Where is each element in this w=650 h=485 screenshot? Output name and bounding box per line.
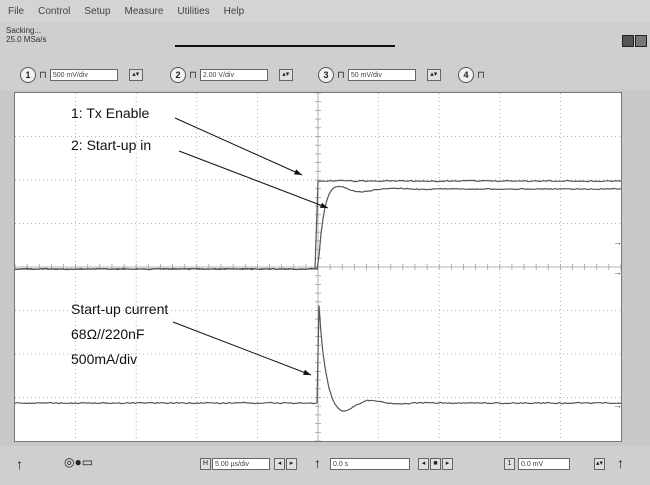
delay-right-button[interactable]: ▸ — [442, 458, 453, 470]
horizontal-button[interactable]: H — [200, 458, 211, 470]
menu-utilities[interactable]: Utilities — [177, 6, 209, 17]
channel-2-scale-field[interactable]: 2.00 V/div — [200, 69, 268, 81]
run-stop-icon[interactable]: ◎●▭ — [64, 455, 93, 469]
tx-enable-label: 1: Tx Enable — [71, 105, 149, 121]
sample-rate: 25.0 MSa/s — [6, 35, 46, 44]
restore-window-icon[interactable] — [622, 35, 634, 47]
menu-help[interactable]: Help — [224, 6, 245, 17]
arrow-startup-current — [173, 322, 311, 375]
arrow-startup-current-head — [303, 370, 311, 375]
trigger-level-stepper[interactable]: ▴▾ — [594, 458, 605, 470]
channel-3-stepper[interactable]: ▴▾ — [427, 69, 441, 81]
startup-current-label: Start-up current — [71, 301, 168, 317]
probe-icon[interactable]: ⊓ — [337, 70, 345, 81]
ref-marker-2: → — [613, 267, 621, 277]
ref-marker-1: → — [613, 237, 621, 247]
timebase-field[interactable]: 5.00 µs/div — [212, 458, 270, 470]
startup-in-label: 2: Start-up in — [71, 137, 151, 153]
channel-1-scale-field[interactable]: 500 mV/div — [50, 69, 118, 81]
arrow-tx-enable — [175, 118, 302, 175]
channel-1-stepper[interactable]: ▴▾ — [129, 69, 143, 81]
delay-field[interactable]: 0.0 s — [330, 458, 410, 470]
trigger-level-field[interactable]: 0.0 mV — [518, 458, 570, 470]
channel-3-scale-field[interactable]: 50 mV/div — [348, 69, 416, 81]
channel-1-button[interactable]: 1 — [20, 67, 36, 83]
menu-measure[interactable]: Measure — [125, 6, 164, 17]
arrow-startup-in — [179, 151, 328, 208]
arrow-startup-in-head — [320, 203, 328, 208]
waveform-display[interactable]: → → → 1: Tx Enable 2: Start-up in Start-up… — [14, 92, 622, 442]
delay-marker-icon: ↑ — [314, 455, 321, 471]
bottom-toolbar: ↑ ◎●▭ H 5.00 µs/div ◂ ▸ ↑ 0.0 s ◂ ■ ▸ 1 … — [0, 446, 650, 485]
probe-icon[interactable]: ⊓ — [39, 70, 47, 81]
channel-3-button[interactable]: 3 — [318, 67, 334, 83]
timebase-increase-button[interactable]: ▸ — [286, 458, 297, 470]
acquisition-status: Sacking... — [6, 26, 41, 35]
probe-icon[interactable]: ⊓ — [189, 70, 197, 81]
acquisition-progress — [175, 45, 395, 47]
arrow-tx-enable-head — [294, 169, 302, 175]
maximize-window-icon[interactable] — [635, 35, 647, 47]
delay-left-button[interactable]: ◂ — [418, 458, 429, 470]
timebase-decrease-button[interactable]: ◂ — [274, 458, 285, 470]
trigger-level-marker-icon[interactable]: ↑ — [617, 455, 624, 471]
channel-2-stepper[interactable]: ▴▾ — [279, 69, 293, 81]
probe-icon[interactable]: ⊓ — [477, 70, 485, 81]
trigger-channel-button[interactable]: 1 — [504, 458, 515, 470]
channel-2-controls: 2 ⊓ 2.00 V/div ▴▾ — [170, 65, 293, 85]
menu-file[interactable]: File — [8, 6, 24, 17]
menu-control[interactable]: Control — [38, 6, 70, 17]
menu-bar: File Control Setup Measure Utilities Hel… — [0, 0, 650, 23]
status-area: Sacking... 25.0 MSa/s — [0, 22, 650, 60]
channel-1-controls: 1 ⊓ 500 mV/div ▴▾ — [20, 65, 143, 85]
channel-4-button[interactable]: 4 — [458, 67, 474, 83]
current-scale-label: 500mA/div — [71, 351, 137, 367]
channel-4-controls: 4 ⊓ — [458, 65, 485, 85]
channel-2-button[interactable]: 2 — [170, 67, 186, 83]
trigger-marker-icon[interactable]: ↑ — [16, 456, 23, 472]
ref-marker-3: → — [613, 400, 621, 410]
menu-setup[interactable]: Setup — [84, 6, 110, 17]
channel-3-controls: 3 ⊓ 50 mV/div ▴▾ — [318, 65, 441, 85]
load-label: 68Ω//220nF — [71, 326, 145, 342]
channel-bar: 1 ⊓ 500 mV/div ▴▾ 2 ⊓ 2.00 V/div ▴▾ 3 ⊓ … — [0, 60, 650, 90]
delay-center-button[interactable]: ■ — [430, 458, 441, 470]
